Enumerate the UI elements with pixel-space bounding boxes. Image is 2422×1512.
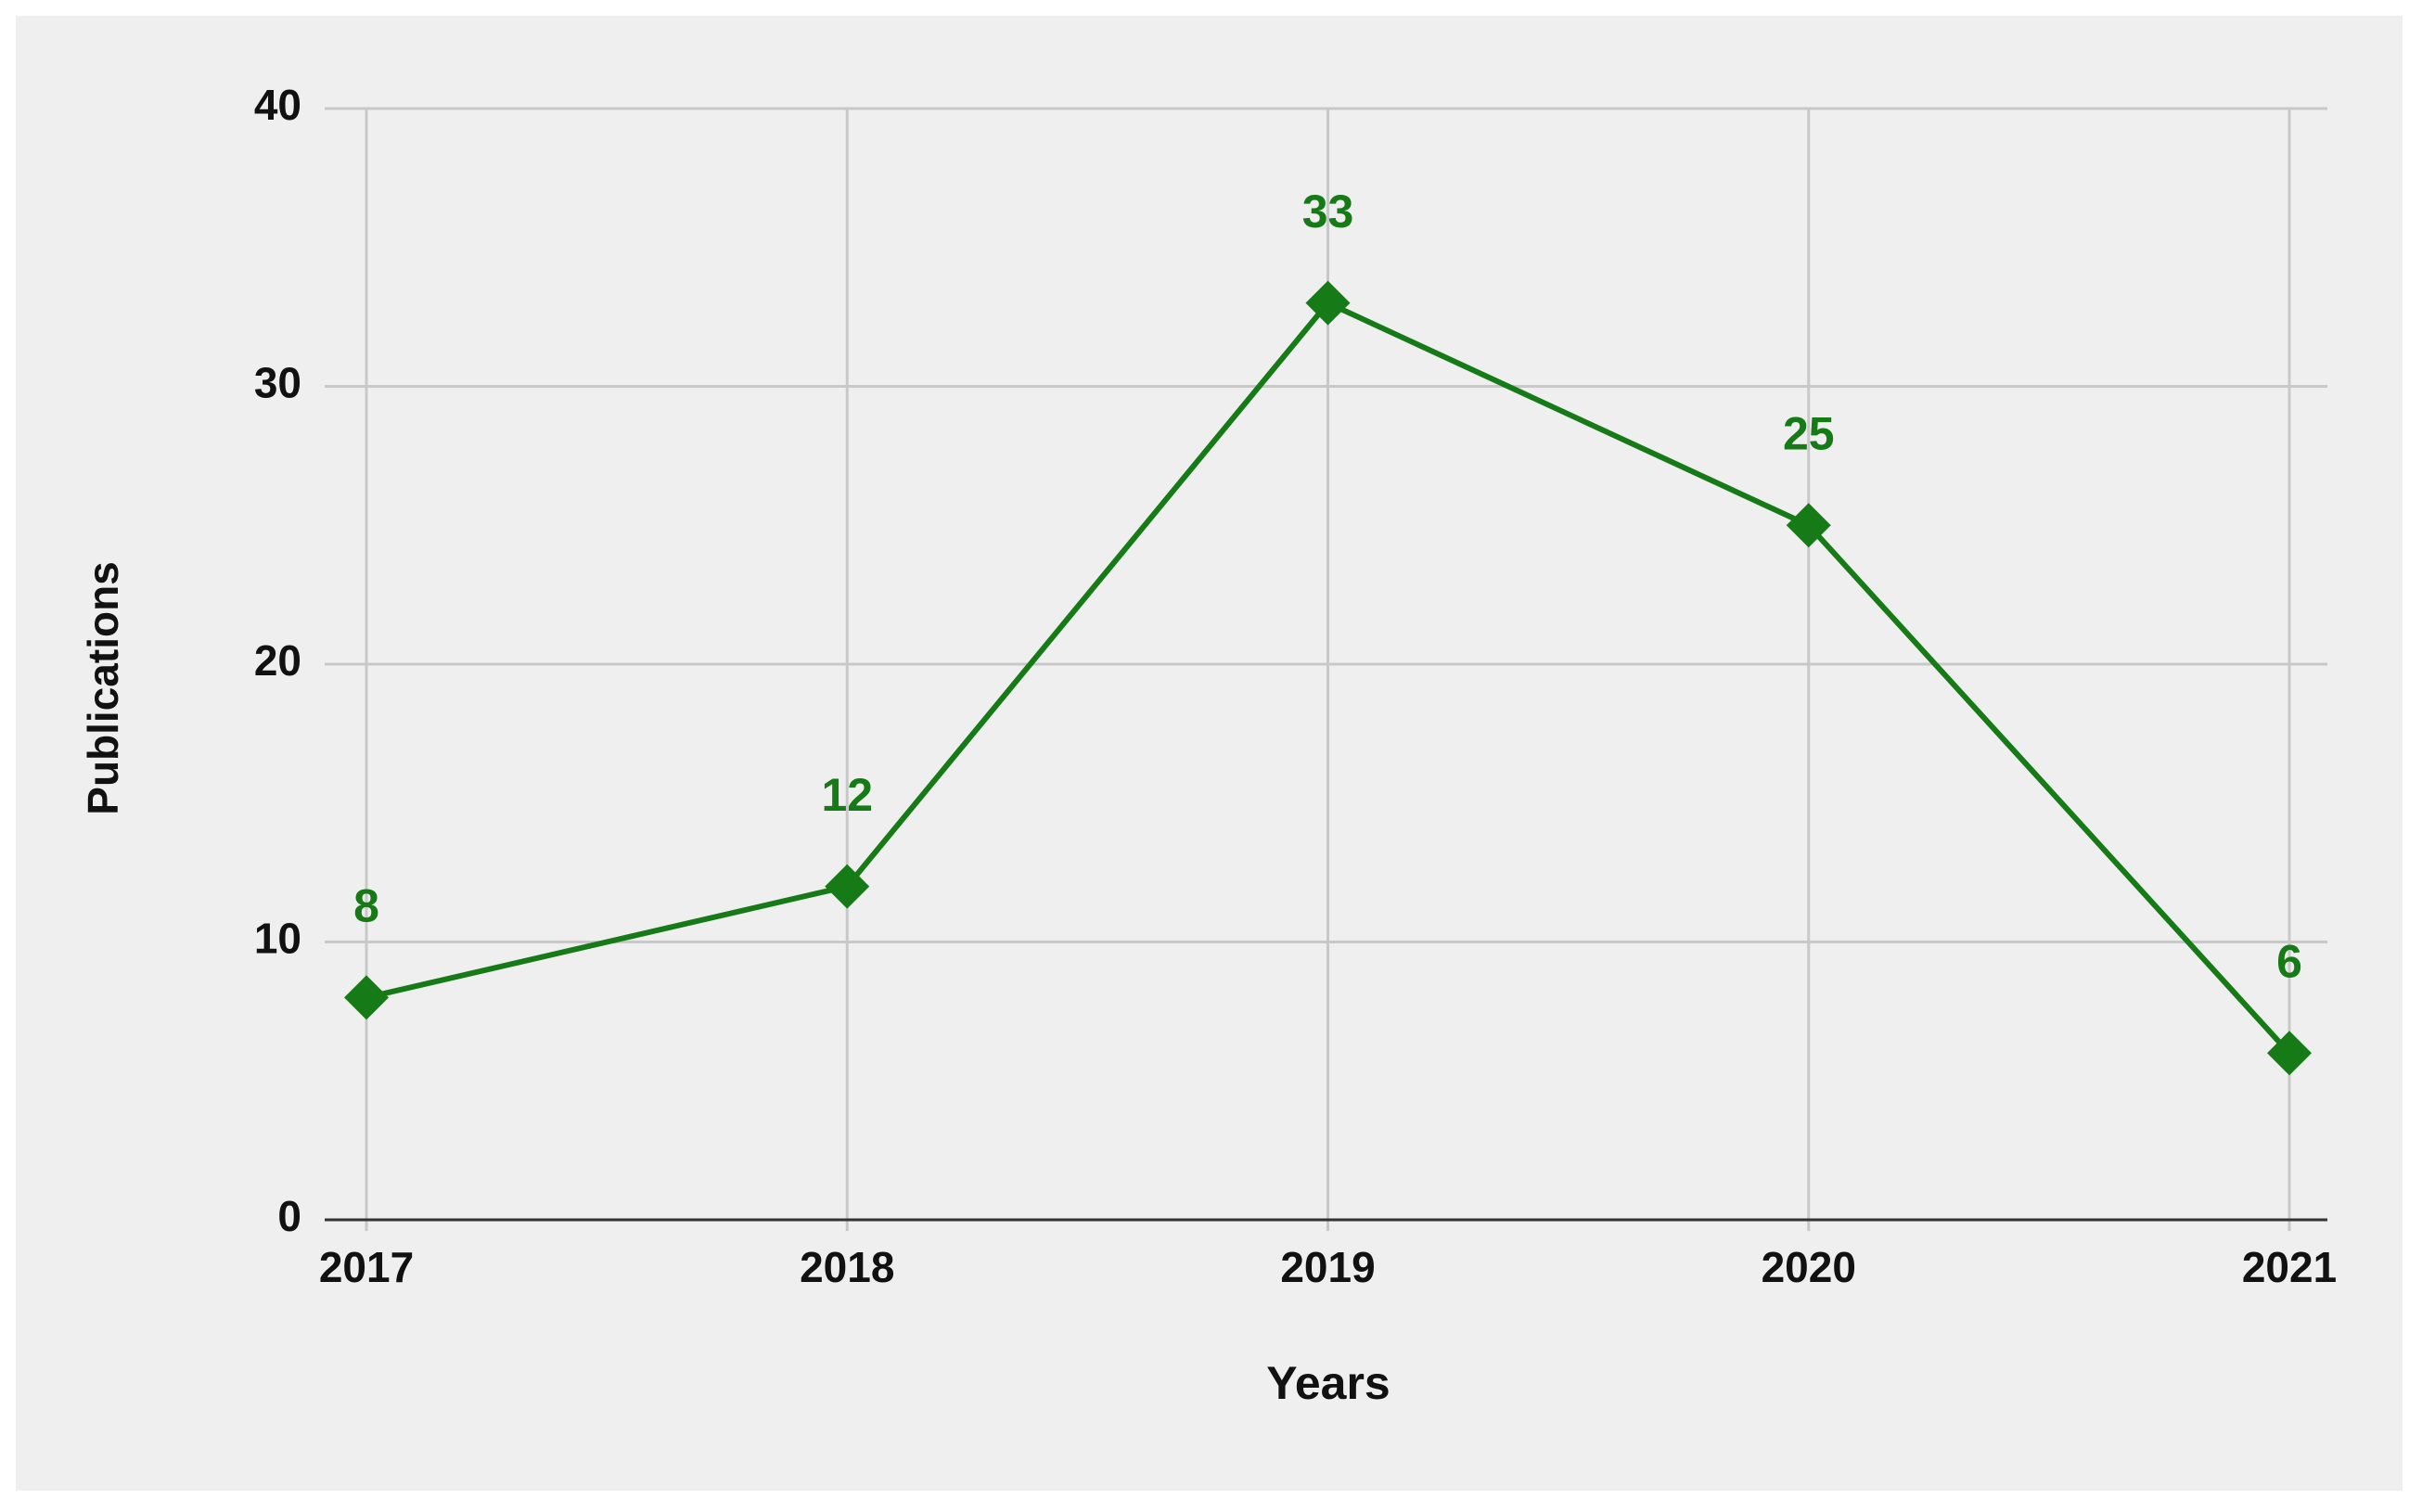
data-label: 8 [353,880,379,932]
data-point [825,864,870,909]
data-point [1786,503,1831,548]
chart-background [16,16,2403,1491]
x-tick-label: 2018 [800,1243,894,1291]
y-tick-label: 30 [254,359,301,407]
x-tick-label: 2020 [1762,1243,1856,1291]
data-label: 12 [821,769,873,821]
x-axis-label: Years [1266,1357,1390,1409]
data-label: 33 [1302,186,1354,237]
data-point [1305,280,1351,326]
x-tick-label: 2019 [1280,1243,1375,1291]
x-tick-label: 2021 [2242,1243,2337,1291]
data-point [344,975,389,1020]
data-label: 6 [2276,936,2302,988]
y-tick-label: 20 [254,636,301,685]
y-tick-label: 10 [254,915,301,963]
y-tick-label: 0 [277,1192,301,1240]
data-label: 25 [1783,407,1835,459]
x-tick-label: 2017 [319,1243,414,1291]
data-point [2267,1031,2312,1076]
y-axis-label: Publications [79,561,127,814]
y-tick-label: 40 [254,81,301,129]
